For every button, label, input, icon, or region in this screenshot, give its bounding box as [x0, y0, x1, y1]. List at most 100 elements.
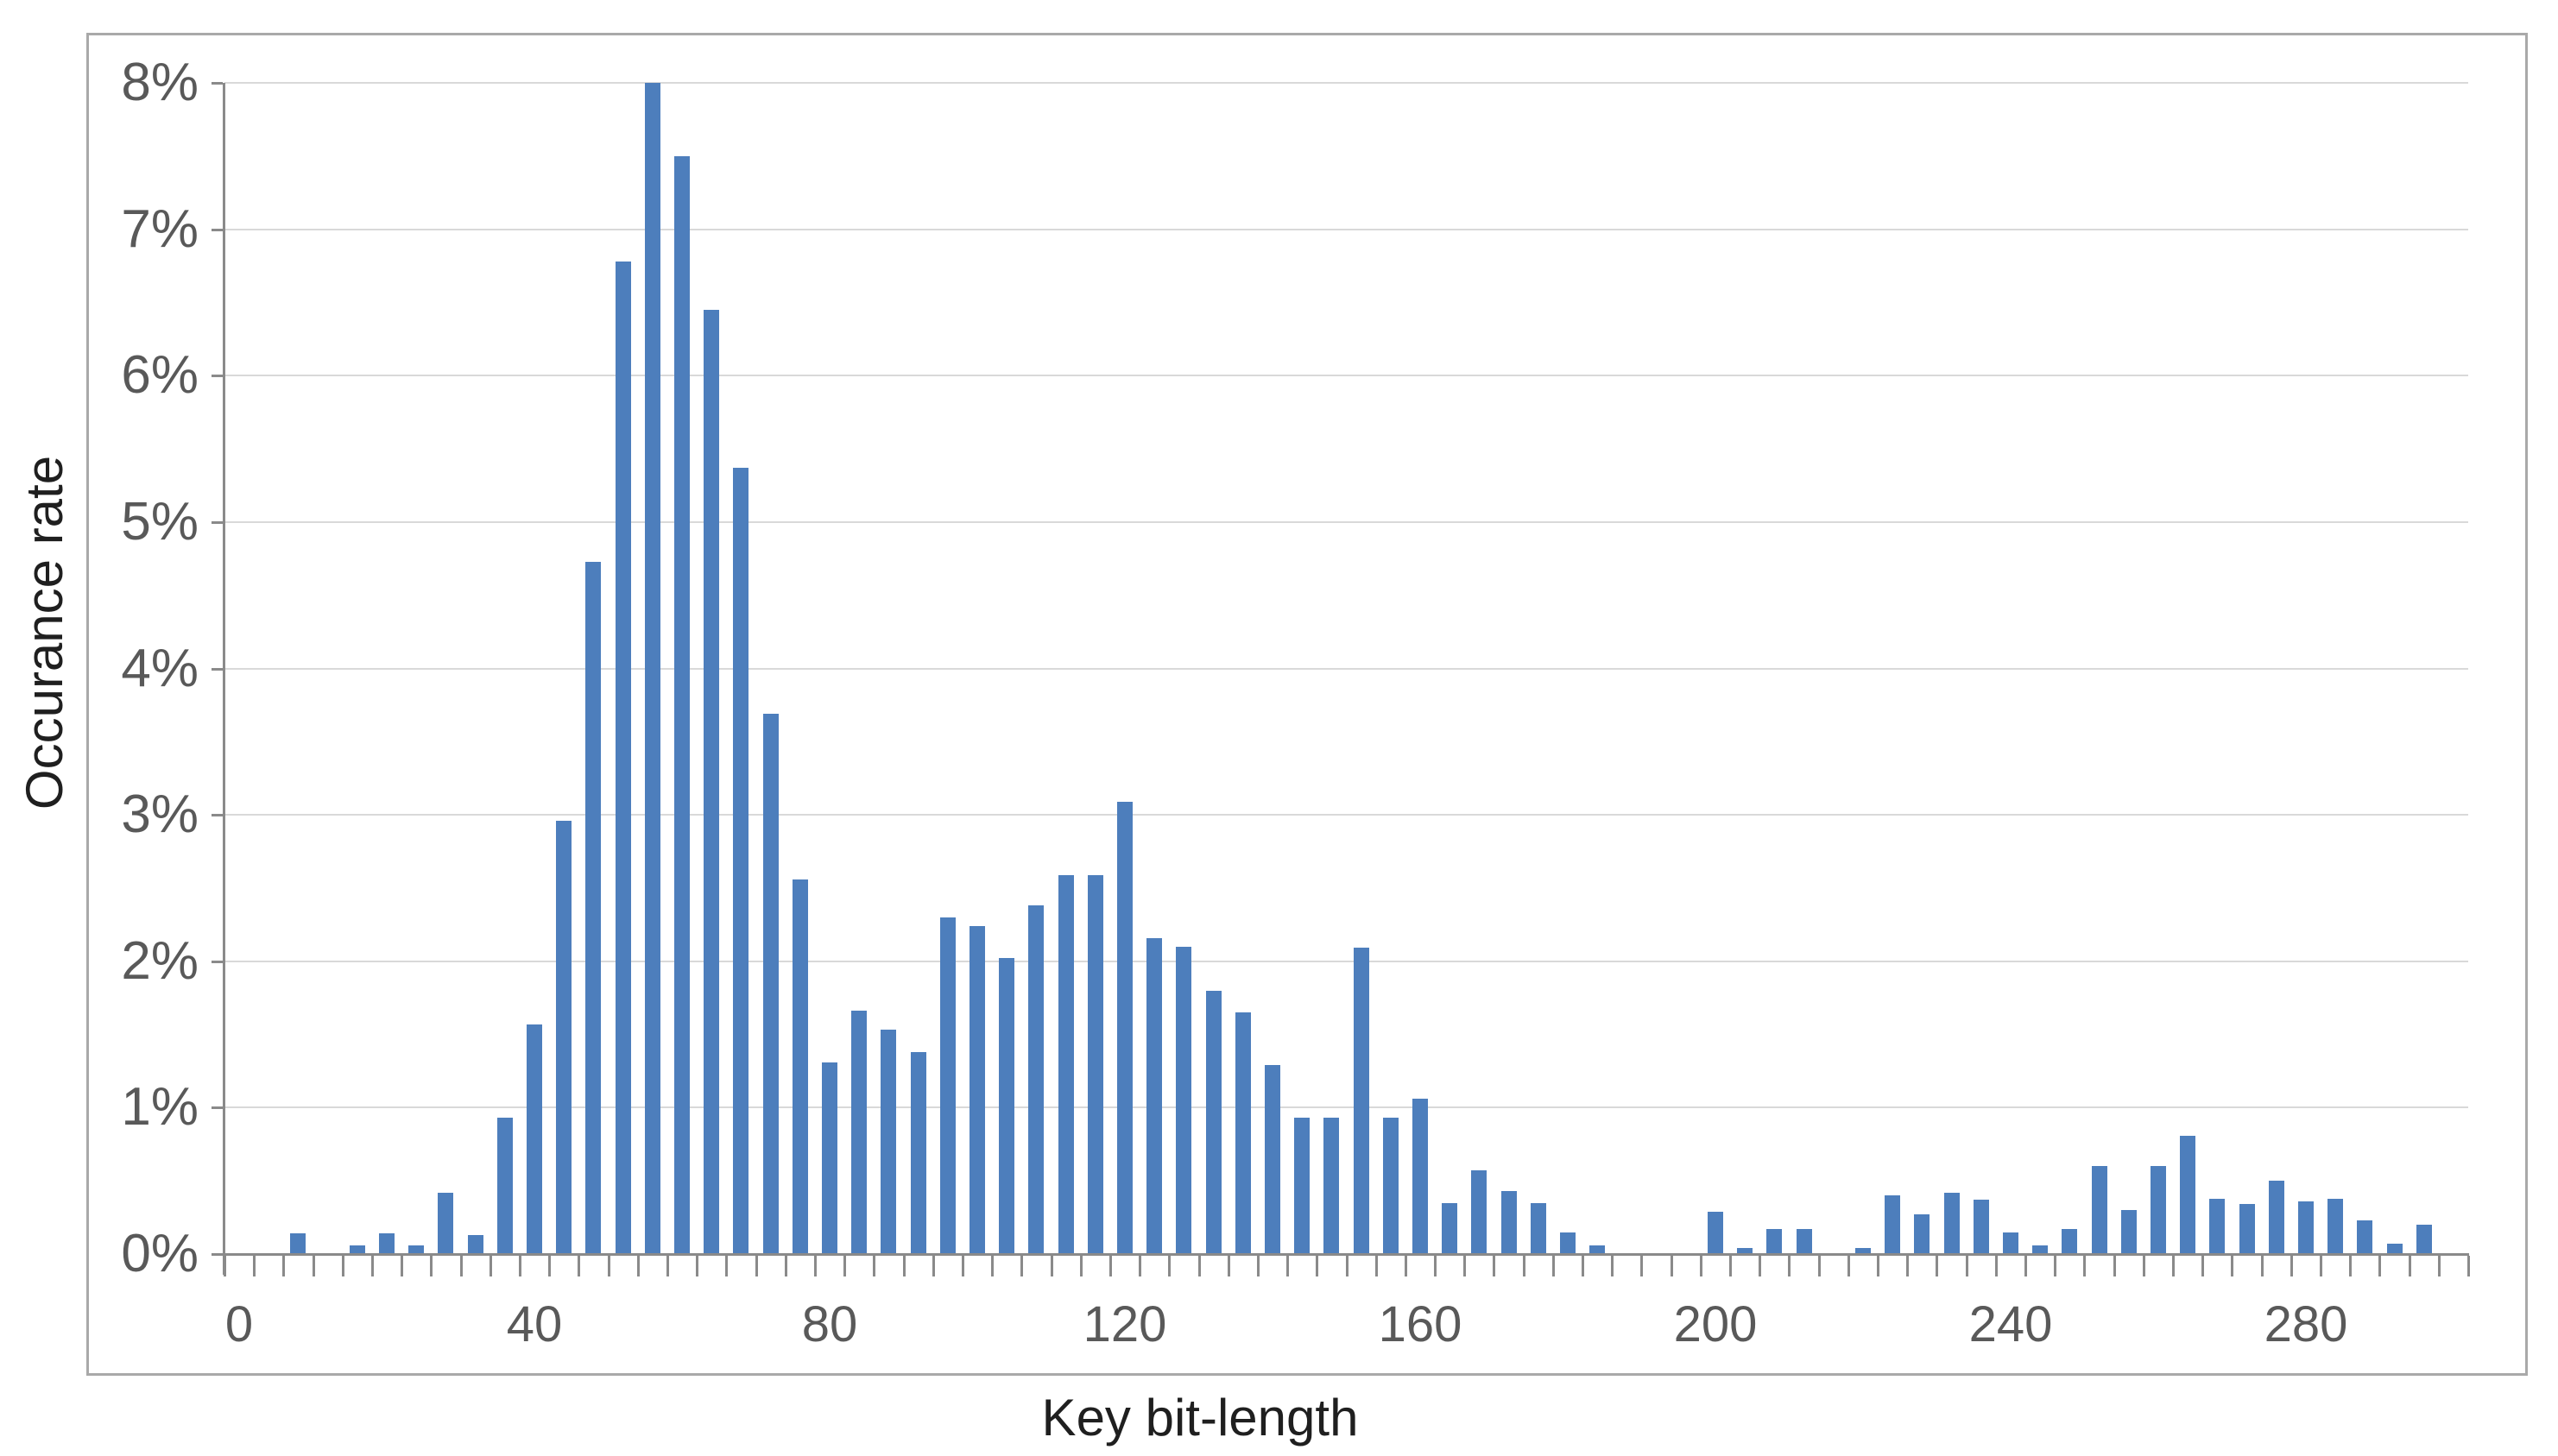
x-tick — [548, 1256, 551, 1276]
x-tick — [1788, 1256, 1791, 1276]
x-tick — [313, 1256, 315, 1276]
x-tick — [903, 1256, 906, 1276]
bar — [999, 958, 1014, 1254]
bar — [1797, 1229, 1812, 1254]
y-tick-label: 0% — [121, 1224, 199, 1283]
x-tick-label: 200 — [1673, 1296, 1758, 1352]
bar — [1265, 1065, 1280, 1254]
bar — [2327, 1199, 2343, 1254]
bar — [2092, 1166, 2107, 1254]
x-tick — [1375, 1256, 1378, 1276]
y-tick — [212, 375, 223, 378]
bar — [2180, 1136, 2195, 1254]
bar — [1117, 802, 1133, 1254]
y-tick — [212, 814, 223, 817]
x-tick — [2438, 1256, 2441, 1276]
x-tick — [666, 1256, 669, 1276]
x-tick — [1700, 1256, 1702, 1276]
bar — [1058, 875, 1074, 1254]
x-tick — [2143, 1256, 2145, 1276]
x-tick — [608, 1256, 610, 1276]
bar — [1442, 1203, 1457, 1254]
x-tick — [2083, 1256, 2086, 1276]
x-tick — [1523, 1256, 1525, 1276]
x-tick — [1818, 1256, 1821, 1276]
bar — [733, 468, 748, 1254]
y-axis-title: Occurance rate — [16, 455, 73, 810]
bar — [1944, 1193, 1960, 1254]
bar — [793, 879, 808, 1254]
x-tick — [1346, 1256, 1348, 1276]
y-tick — [212, 82, 223, 85]
y-tick — [212, 228, 223, 231]
x-tick — [1109, 1256, 1112, 1276]
x-tick-label: 240 — [1968, 1296, 2053, 1352]
x-tick — [873, 1256, 875, 1276]
x-tick — [1316, 1256, 1318, 1276]
gridline — [224, 375, 2468, 377]
x-tick — [1405, 1256, 1407, 1276]
y-tick-label: 8% — [121, 53, 199, 112]
x-tick — [2172, 1256, 2175, 1276]
y-tick-label: 2% — [121, 931, 199, 991]
x-tick — [2054, 1256, 2056, 1276]
y-tick-label: 1% — [121, 1077, 199, 1137]
bar — [1737, 1248, 1753, 1254]
x-tick — [755, 1256, 758, 1276]
bar — [2269, 1181, 2284, 1254]
x-tick — [460, 1256, 463, 1276]
bar — [556, 821, 572, 1254]
gridline — [224, 228, 2468, 230]
x-tick-label: 80 — [801, 1296, 858, 1352]
x-tick — [371, 1256, 374, 1276]
x-tick — [1228, 1256, 1230, 1276]
x-tick — [2231, 1256, 2233, 1276]
bar — [645, 83, 660, 1254]
bar — [290, 1233, 306, 1254]
y-axis-line — [223, 83, 225, 1275]
bar — [408, 1245, 424, 1254]
x-tick — [342, 1256, 344, 1276]
x-tick — [1640, 1256, 1643, 1276]
gridline — [224, 520, 2468, 523]
bar — [2416, 1225, 2432, 1254]
bar — [822, 1062, 837, 1254]
x-axis-title: Key bit-length — [1041, 1389, 1359, 1447]
bar — [881, 1030, 896, 1254]
x-tick — [282, 1256, 285, 1276]
y-tick-label: 4% — [121, 639, 199, 698]
bar — [1235, 1012, 1251, 1254]
x-tick — [843, 1256, 846, 1276]
bar — [1354, 948, 1369, 1254]
y-tick — [212, 1253, 223, 1256]
x-tick — [1936, 1256, 1938, 1276]
bar — [2298, 1201, 2314, 1254]
bar — [2239, 1204, 2255, 1254]
bar — [1028, 905, 1044, 1254]
x-tick — [1729, 1256, 1732, 1276]
x-tick — [637, 1256, 640, 1276]
bar — [1176, 947, 1191, 1254]
x-tick — [1286, 1256, 1289, 1276]
x-tick — [1080, 1256, 1083, 1276]
bar — [2003, 1232, 2018, 1254]
x-tick-label: 120 — [1083, 1296, 1167, 1352]
bar — [1855, 1248, 1871, 1254]
bar — [2387, 1244, 2403, 1254]
y-tick — [212, 960, 223, 963]
x-tick — [1906, 1256, 1909, 1276]
bar — [1914, 1214, 1930, 1254]
bar — [1294, 1118, 1310, 1254]
x-tick-label: 280 — [2264, 1296, 2348, 1352]
gridline — [224, 960, 2468, 962]
bar — [2032, 1245, 2048, 1254]
bar — [1088, 875, 1103, 1254]
bar — [1531, 1203, 1546, 1254]
x-tick — [2261, 1256, 2264, 1276]
x-tick — [2349, 1256, 2352, 1276]
bar — [438, 1193, 453, 1254]
x-tick — [2467, 1256, 2470, 1276]
x-tick — [991, 1256, 994, 1276]
x-tick — [785, 1256, 787, 1276]
